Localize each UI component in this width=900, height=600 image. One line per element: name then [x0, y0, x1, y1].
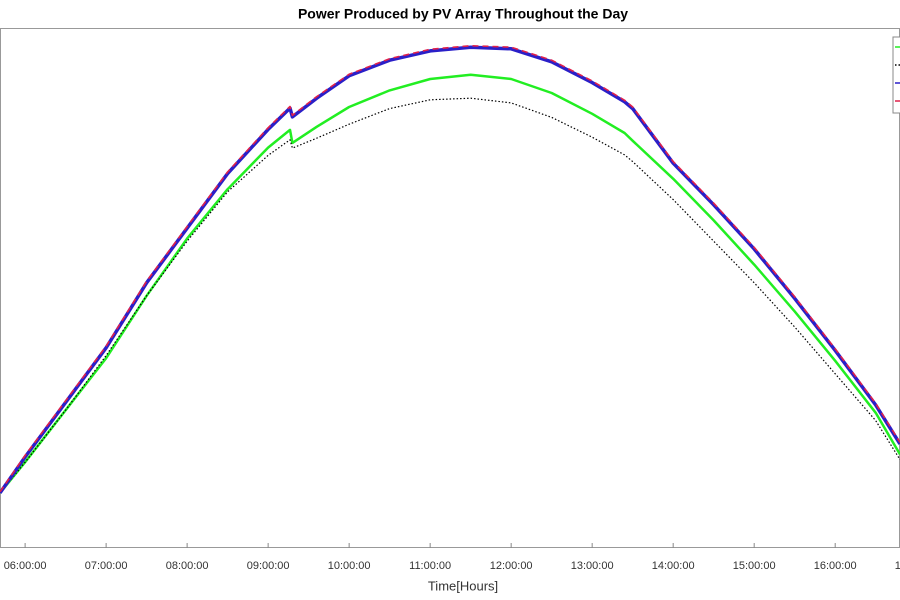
- x-tick-label: 12:00:00: [490, 560, 533, 572]
- plot-frame: [0, 28, 900, 548]
- x-tick-label: 11:00:00: [409, 560, 451, 572]
- series-line: [0, 44, 900, 493]
- x-tick-label: 13:00:00: [571, 560, 614, 572]
- x-tick-label: 15:00:00: [733, 560, 776, 572]
- x-tick-label: 14:00:00: [652, 560, 695, 572]
- x-tick-label: 07:00:00: [85, 560, 128, 572]
- x-tick-label: 10:00:00: [328, 560, 371, 572]
- x-tick-label: 17:00:00: [895, 560, 900, 572]
- series-line: [0, 97, 900, 494]
- x-tick-label: 16:00:00: [814, 560, 857, 572]
- series-line: [0, 45, 900, 494]
- x-tick-label: 08:00:00: [166, 560, 209, 572]
- x-tick-label: 06:00:00: [4, 560, 47, 572]
- chart-title: Power Produced by PV Array Throughout th…: [298, 6, 628, 22]
- series-line: [0, 73, 900, 494]
- legend-box: [892, 36, 900, 114]
- x-axis-label: Time[Hours]: [428, 578, 498, 593]
- x-tick-label: 09:00:00: [247, 560, 290, 572]
